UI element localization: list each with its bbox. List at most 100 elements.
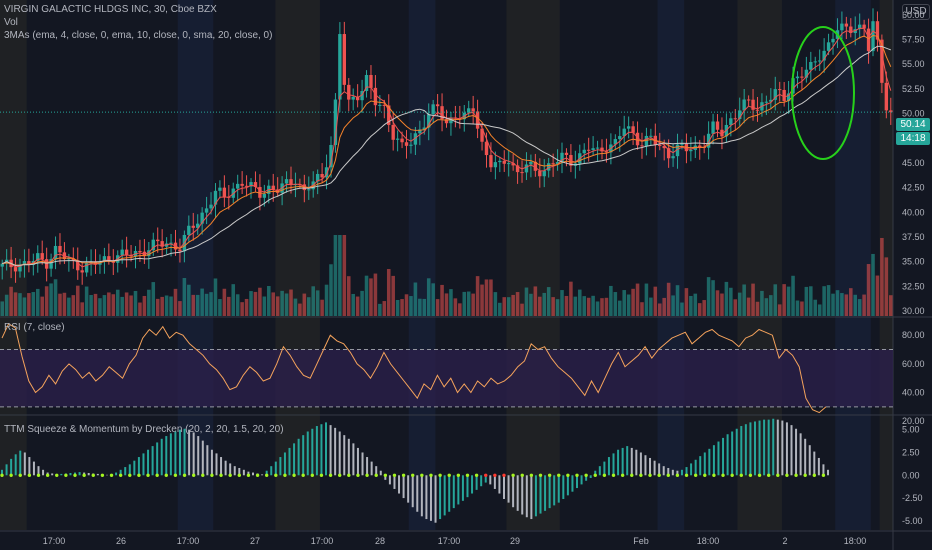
candle-body bbox=[755, 109, 760, 111]
candle-body bbox=[427, 114, 431, 128]
candle-body bbox=[484, 141, 489, 156]
candle-body bbox=[307, 189, 311, 191]
candle-body bbox=[213, 190, 218, 205]
candle-body bbox=[498, 160, 502, 163]
candle-body bbox=[662, 146, 666, 149]
time-tick-label: 17:00 bbox=[177, 536, 200, 546]
volume-bar bbox=[111, 294, 116, 316]
candle-body bbox=[698, 145, 702, 148]
volume-bar bbox=[493, 292, 498, 316]
volume-bar bbox=[458, 303, 462, 316]
volume-bar bbox=[649, 297, 653, 316]
volume-bar bbox=[724, 281, 729, 316]
squeeze-dot bbox=[547, 473, 552, 477]
volume-legend: Vol bbox=[4, 17, 18, 28]
price-tick-label: 52.50 bbox=[902, 84, 925, 94]
currency-badge[interactable]: USD bbox=[902, 4, 930, 20]
price-tick-label: 45.00 bbox=[902, 158, 925, 168]
volume-bar bbox=[120, 296, 124, 316]
volume-bar bbox=[44, 286, 49, 316]
time-tick-label: Feb bbox=[633, 536, 649, 546]
volume-bar bbox=[4, 294, 9, 316]
candle-body bbox=[0, 263, 4, 267]
candle-body bbox=[271, 185, 275, 190]
volume-bar bbox=[751, 283, 755, 316]
volume-bar bbox=[484, 279, 489, 316]
squeeze-dot bbox=[18, 473, 22, 477]
volume-bar bbox=[426, 278, 431, 316]
squeeze-dot bbox=[648, 473, 652, 477]
volume-bar bbox=[791, 275, 795, 316]
rsi-legend: RSI (7, close) bbox=[4, 322, 65, 333]
volume-bar bbox=[293, 298, 298, 316]
volume-bar bbox=[880, 237, 884, 316]
volume-bar bbox=[9, 286, 13, 316]
price-tick-label: 40.00 bbox=[902, 207, 925, 217]
candle-body bbox=[107, 256, 111, 261]
price-tick-label: 50.00 bbox=[902, 109, 925, 119]
volume-bar bbox=[866, 264, 871, 316]
squeeze-dot bbox=[620, 473, 625, 477]
candle-body bbox=[13, 267, 18, 272]
squeeze-dot bbox=[429, 473, 433, 477]
squeeze-dot bbox=[146, 473, 150, 477]
volume-bar bbox=[160, 296, 164, 316]
candle-body bbox=[671, 156, 675, 159]
volume-bar bbox=[400, 299, 404, 316]
price-tick-label: 42.50 bbox=[902, 183, 925, 193]
squeeze-dot bbox=[374, 473, 378, 477]
volume-bar bbox=[817, 304, 822, 316]
candle-body bbox=[618, 136, 622, 140]
volume-bar bbox=[275, 296, 280, 316]
candle-body bbox=[586, 149, 591, 151]
volume-bar bbox=[200, 288, 204, 316]
volume-bar bbox=[333, 235, 338, 316]
volume-bar bbox=[822, 286, 826, 316]
candle-body bbox=[529, 161, 533, 165]
squeeze-dot bbox=[657, 473, 661, 477]
candle-body bbox=[147, 250, 151, 257]
volume-bar bbox=[204, 293, 209, 316]
volume-bar bbox=[569, 281, 573, 316]
time-tick-label: 2 bbox=[782, 536, 787, 546]
candle-body bbox=[649, 135, 653, 137]
candle-body bbox=[355, 96, 360, 101]
candle-body bbox=[196, 223, 200, 228]
candle-body bbox=[378, 104, 382, 106]
candle-body bbox=[138, 251, 142, 253]
candle-body bbox=[515, 165, 520, 173]
rsi-line bbox=[1, 322, 827, 414]
candle-body bbox=[826, 42, 831, 51]
time-tick-label: 17:00 bbox=[43, 536, 66, 546]
volume-bar bbox=[386, 269, 391, 316]
volume-bar bbox=[302, 293, 307, 316]
volume-bar bbox=[31, 292, 36, 316]
volume-bar bbox=[546, 287, 551, 316]
volume-bar bbox=[502, 297, 507, 316]
volume-bar bbox=[631, 288, 635, 316]
volume-bar bbox=[453, 298, 458, 316]
candle-body bbox=[84, 263, 89, 273]
candle-body bbox=[711, 121, 715, 134]
candle-body bbox=[244, 185, 249, 187]
volume-bar bbox=[635, 283, 640, 316]
candle-body bbox=[22, 261, 27, 265]
candle-body bbox=[773, 89, 777, 100]
volume-bar bbox=[391, 275, 395, 316]
candle-body bbox=[524, 164, 529, 173]
volume-bar bbox=[107, 292, 111, 316]
volume-bar bbox=[115, 289, 120, 316]
candle-body bbox=[622, 128, 626, 137]
candle-body bbox=[560, 152, 564, 163]
volume-bar bbox=[782, 284, 786, 316]
squeeze-dot bbox=[201, 473, 205, 477]
squeeze-dot bbox=[757, 473, 762, 477]
candle-body bbox=[258, 186, 262, 198]
candle-body bbox=[591, 148, 595, 150]
squeeze-dot bbox=[328, 473, 333, 477]
volume-bar bbox=[209, 292, 213, 316]
volume-bar bbox=[693, 293, 698, 316]
candle-body bbox=[582, 149, 586, 154]
candle-body bbox=[236, 183, 240, 189]
